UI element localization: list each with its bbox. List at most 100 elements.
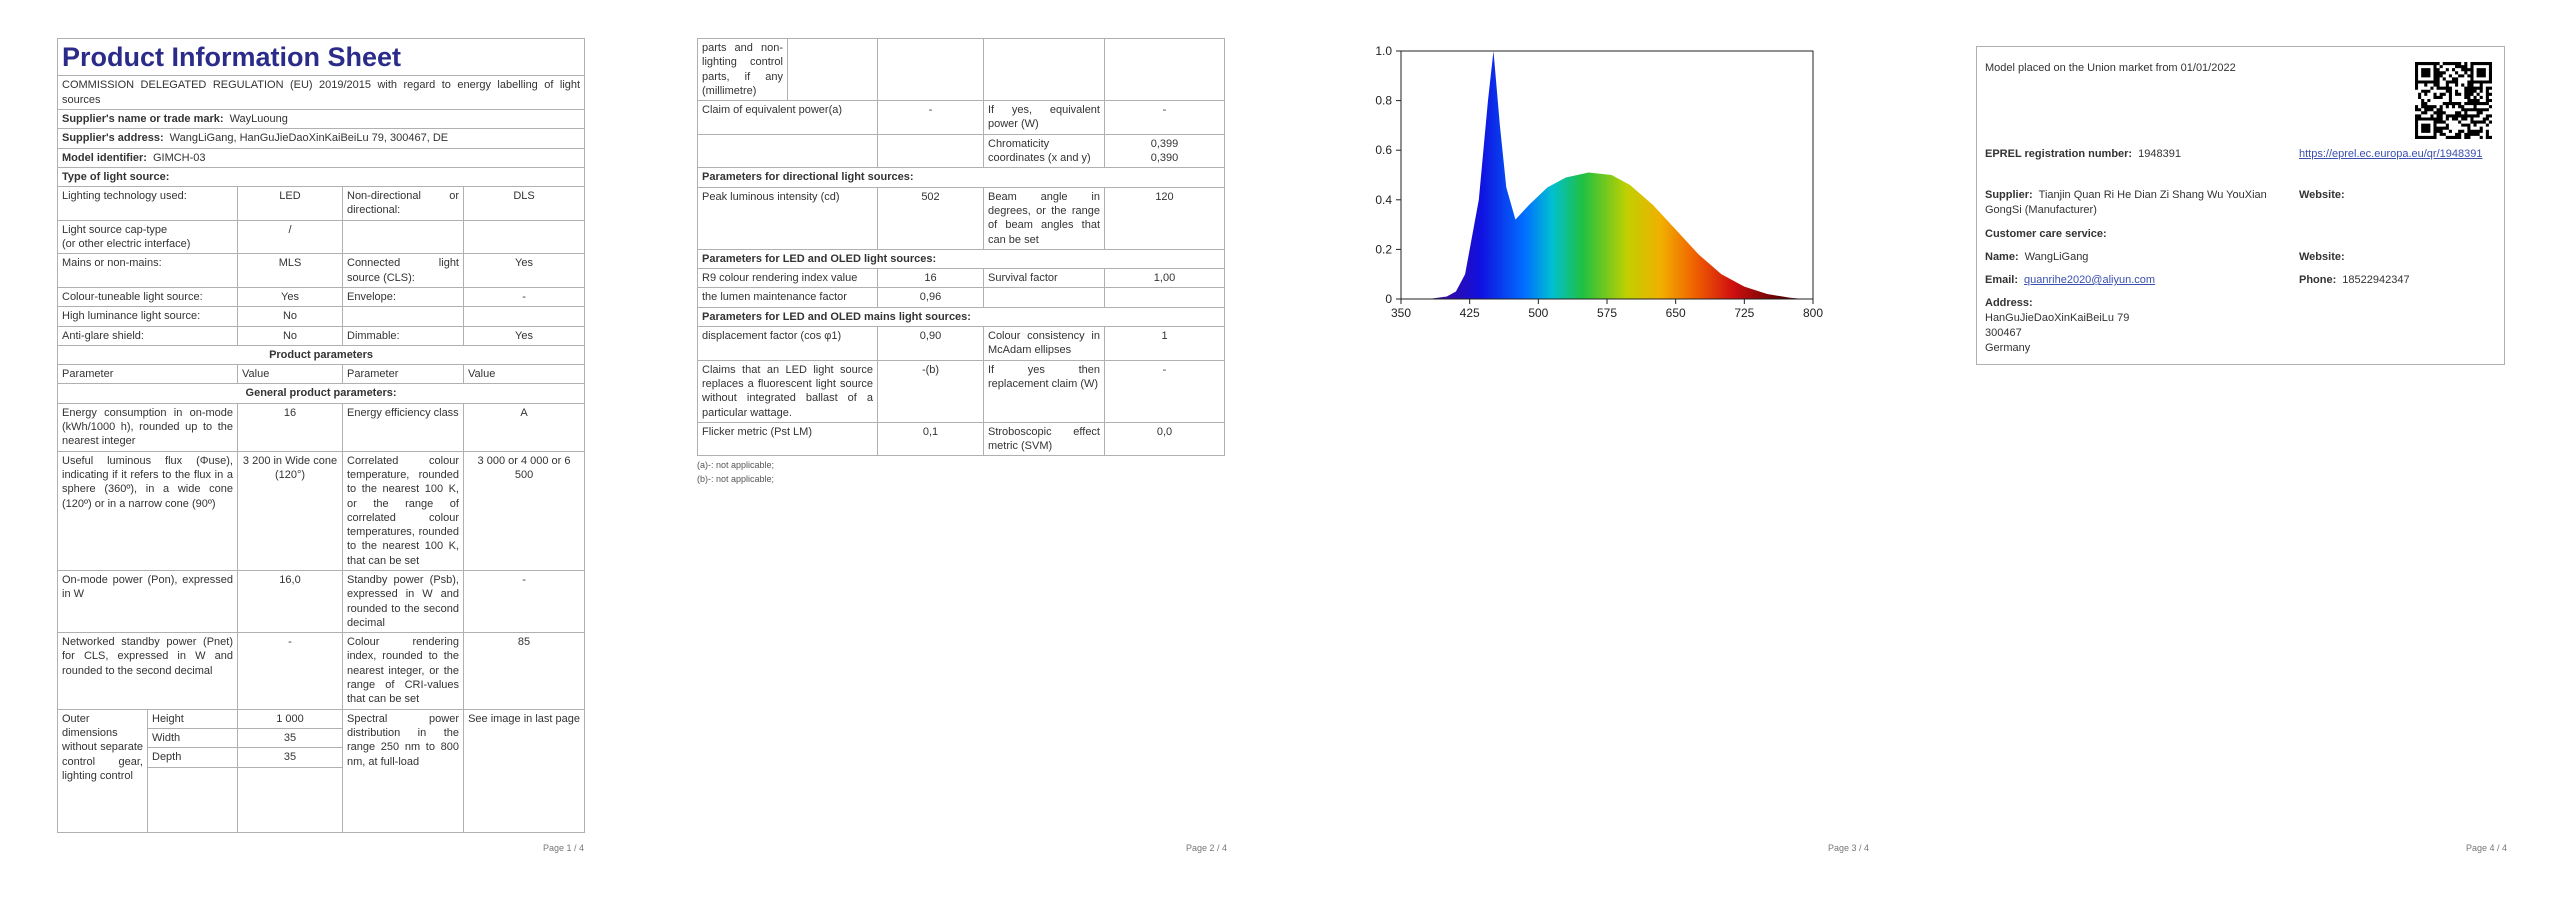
- table-cell: [342, 219, 464, 255]
- table-row: COMMISSION DELEGATED REGULATION (EU) 201…: [57, 75, 585, 110]
- table-cell: [877, 133, 984, 169]
- table-cell: Yes: [462, 325, 585, 346]
- y-tick-label: 0.4: [1375, 193, 1392, 207]
- table-cell: Correlated colour temperature, rounded t…: [342, 450, 464, 572]
- table-row: Energy consumption in on-mode (kWh/1000 …: [57, 402, 585, 452]
- table-row: Networked standby power (Pnet) for CLS, …: [57, 632, 585, 710]
- table-cell: [237, 766, 343, 833]
- spectrum-area: [1428, 51, 1804, 299]
- table-cell: 0,90: [877, 326, 984, 361]
- table-cell: Product Information Sheet: [57, 38, 585, 77]
- page-footer: Page 2 / 4: [1186, 843, 1228, 853]
- label: Supplier's address:: [62, 132, 164, 145]
- label: Supplier's name or trade mark:: [62, 112, 224, 125]
- table-cell: Chromaticity coordinates (x and y): [983, 133, 1105, 169]
- title: Product Information Sheet: [62, 42, 402, 72]
- table-row: Outer dimensions without separate contro…: [57, 708, 585, 833]
- value: 18522942347: [2342, 274, 2410, 286]
- table-cell: If yes then replacement claim (W): [983, 359, 1105, 423]
- eprel-box: Model placed on the Union market from 01…: [1976, 46, 2505, 365]
- x-tick-label: 425: [1460, 306, 1480, 320]
- table-cell: -(b): [877, 359, 984, 423]
- y-tick-label: 0.6: [1375, 143, 1392, 157]
- table-cell: Depth: [147, 747, 238, 768]
- table-cell: Spectral power distribution in the range…: [342, 708, 464, 833]
- label: Address:: [1985, 297, 2033, 309]
- table-cell: 502: [877, 186, 984, 250]
- footnote: (a)-: not applicable;: [697, 460, 775, 471]
- table-row: parts and non-lighting control parts, if…: [697, 38, 1225, 102]
- y-tick-label: 0.2: [1375, 242, 1392, 256]
- table-cell: [697, 133, 878, 169]
- table-row: Useful luminous flux (Φuse), indicating …: [57, 450, 585, 572]
- table-cell: DLS: [462, 186, 585, 221]
- table-cell: 16: [237, 402, 343, 452]
- table-cell: Networked standby power (Pnet) for CLS, …: [57, 632, 238, 710]
- email-link[interactable]: quanrihe2020@aliyun.com: [2024, 274, 2156, 286]
- table-cell: -: [1104, 100, 1225, 135]
- table-cell: Parameters for directional light sources…: [697, 167, 1225, 188]
- table-cell: 85: [462, 632, 585, 710]
- label: Website:: [2299, 189, 2345, 201]
- table-cell: [877, 38, 984, 102]
- page-2: parts and non-lighting control parts, if…: [697, 38, 1225, 838]
- x-tick-label: 650: [1666, 306, 1686, 320]
- table-cell: Flicker metric (Pst LM): [697, 421, 878, 457]
- value: GIMCH-03: [152, 151, 206, 164]
- table-cell: 3 200 in Wide cone (120°): [237, 450, 343, 572]
- table-cell: Claim of equivalent power(a): [697, 100, 878, 135]
- page-footer: Page 4 / 4: [2466, 843, 2508, 853]
- table-cell: /: [237, 219, 343, 255]
- table-cell: 3 000 or 4 000 or 6 500: [462, 450, 585, 572]
- table-cell: On-mode power (Pon), expressed in W: [57, 569, 238, 634]
- table-row: Product Information Sheet: [57, 38, 585, 77]
- x-tick-label: 800: [1803, 306, 1823, 320]
- table-row: Lighting technology used: LED Non-directio…: [57, 186, 585, 221]
- table-row: Flicker metric (Pst LM) 0,1 Stroboscopic e…: [697, 421, 1225, 457]
- table-row: Chromaticity coordinates (x and y) 0,399 …: [697, 133, 1225, 169]
- table-cell: Claims that an LED light source replaces…: [697, 359, 878, 423]
- footnotes: (a)-: not applicable; (b)-: not applicabl…: [697, 460, 1225, 484]
- table-row: displacement factor (cos φ1) 0,90 Colour c…: [697, 326, 1225, 361]
- table-row: Claim of equivalent power(a) - If yes, equ…: [697, 100, 1225, 135]
- label: Phone:: [2299, 274, 2337, 286]
- table-row: Type of light source:: [57, 166, 585, 188]
- y-tick-label: 0: [1385, 292, 1392, 306]
- table-row: On-mode power (Pon), expressed in W 16,0 S…: [57, 569, 585, 634]
- table-cell: 35: [237, 747, 343, 768]
- table-cell: parts and non-lighting control parts, if…: [697, 38, 788, 102]
- label: Name:: [1985, 251, 2019, 263]
- page-1: Product Information Sheet COMMISSION DELE…: [57, 38, 585, 838]
- parameter-table: parts and non-lighting control parts, if…: [697, 38, 1225, 457]
- table-cell: Anti-glare shield:: [57, 325, 238, 346]
- table-cell: -: [462, 569, 585, 634]
- market-date: Model placed on the Union market from 01…: [1985, 62, 2236, 74]
- table-row: the lumen maintenance factor 0,96: [697, 287, 1225, 308]
- y-tick-label: 0.8: [1375, 94, 1392, 108]
- table-cell: A: [462, 402, 585, 452]
- address-line: HanGuJieDaoXinKaiBeiLu 79: [1985, 311, 2130, 324]
- eprel-link[interactable]: https://eprel.ec.europa.eu/qr/1948391: [2299, 148, 2483, 160]
- table-cell: If yes, equivalent power (W): [983, 100, 1105, 135]
- table-cell: 0,0: [1104, 421, 1225, 457]
- table-row: Claims that an LED light source replaces…: [697, 359, 1225, 423]
- x-tick-label: 725: [1734, 306, 1754, 320]
- table-cell: R9 colour rendering index value: [697, 268, 878, 289]
- page-footer: Page 3 / 4: [1828, 843, 1870, 853]
- table-row: Peak luminous intensity (cd) 502 Beam angl…: [697, 186, 1225, 250]
- table-cell: Parameters for LED and OLED mains light …: [697, 306, 1225, 328]
- table-cell: Survival factor: [983, 268, 1105, 289]
- table-cell: displacement factor (cos φ1): [697, 326, 878, 361]
- label: Customer care service:: [1985, 228, 2107, 240]
- table-cell: Envelope:: [342, 286, 464, 308]
- label: Email:: [1985, 274, 2019, 286]
- table-cell: Lighting technology used:: [57, 186, 238, 221]
- table-cell: Colour consistency in McAdam ellipses: [983, 326, 1105, 361]
- table-cell: Colour rendering index, rounded to the n…: [342, 632, 464, 710]
- qr-code: [2415, 62, 2492, 139]
- table-cell: 120: [1104, 186, 1225, 250]
- table-row: Parameters for directional light sources…: [697, 167, 1225, 188]
- table-cell: Supplier's name or trade mark: WayLuoung: [57, 108, 585, 130]
